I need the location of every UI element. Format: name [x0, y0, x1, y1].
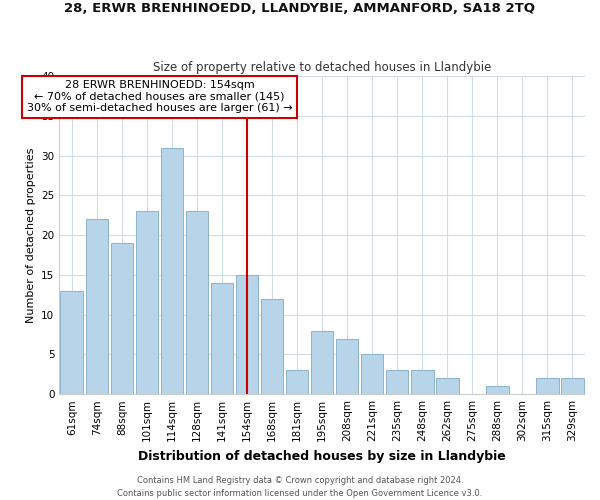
Text: Contains HM Land Registry data © Crown copyright and database right 2024.
Contai: Contains HM Land Registry data © Crown c… [118, 476, 482, 498]
Y-axis label: Number of detached properties: Number of detached properties [26, 148, 35, 323]
Bar [286, 370, 308, 394]
Bar [211, 283, 233, 394]
Bar [561, 378, 584, 394]
Bar [86, 219, 108, 394]
Bar [61, 291, 83, 394]
X-axis label: Distribution of detached houses by size in Llandybie: Distribution of detached houses by size … [138, 450, 506, 462]
Text: 28, ERWR BRENHINOEDD, LLANDYBIE, AMMANFORD, SA18 2TQ: 28, ERWR BRENHINOEDD, LLANDYBIE, AMMANFO… [65, 2, 536, 16]
Bar [386, 370, 409, 394]
Bar [436, 378, 458, 394]
Bar [361, 354, 383, 394]
Text: 28 ERWR BRENHINOEDD: 154sqm
← 70% of detached houses are smaller (145)
30% of se: 28 ERWR BRENHINOEDD: 154sqm ← 70% of det… [26, 80, 292, 113]
Bar [336, 338, 358, 394]
Bar [411, 370, 434, 394]
Bar [261, 298, 283, 394]
Bar [486, 386, 509, 394]
Title: Size of property relative to detached houses in Llandybie: Size of property relative to detached ho… [153, 60, 491, 74]
Bar [185, 212, 208, 394]
Bar [136, 212, 158, 394]
Bar [161, 148, 183, 394]
Bar [110, 243, 133, 394]
Bar [536, 378, 559, 394]
Bar [236, 275, 258, 394]
Bar [311, 330, 334, 394]
